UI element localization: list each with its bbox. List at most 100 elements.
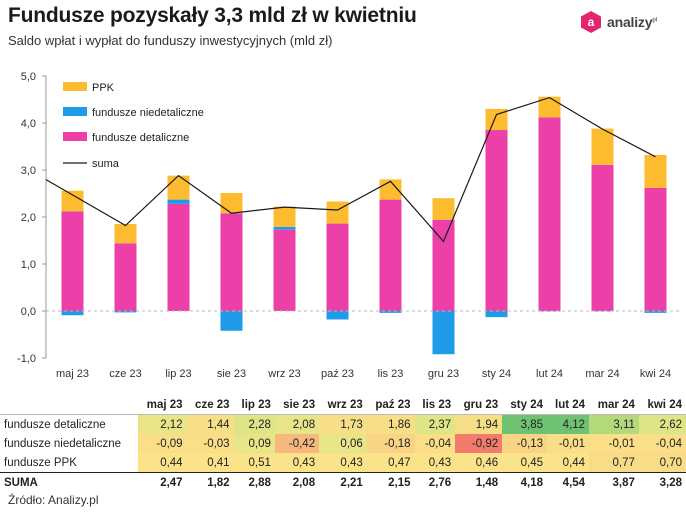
table-header-row: maj 23 cze 23 lip 23 sie 23 wrz 23 paź 23 lis … <box>0 395 686 415</box>
bar-detaliczne <box>167 203 190 311</box>
table-cell: 0,43 <box>319 453 367 473</box>
legend-label: PPK <box>92 82 115 94</box>
table-row-label: fundusze detaliczne <box>4 418 106 431</box>
table-row: fundusze detaliczne 2,12 1,44 2,28 2,08 1,73 1… <box>0 414 686 434</box>
y-tick-label: 0,0 <box>21 306 36 318</box>
table-cell: 0,46 <box>455 453 503 473</box>
bar-niedetaliczne <box>326 311 349 320</box>
table-header-cell: lis 23 <box>414 395 456 415</box>
table-cell: 2,15 <box>366 472 415 492</box>
bar-ppk <box>167 175 190 200</box>
x-tick-label: kwi 24 <box>640 368 671 380</box>
bar-niedetaliczne <box>538 311 561 312</box>
x-tick-label: lip 23 <box>165 368 191 380</box>
legend-swatch <box>63 82 87 91</box>
x-axis: maj 23 cze 23 lip 23 sie 23 wrz 23 paź 23 lis … <box>56 368 671 380</box>
sum-line-layer <box>45 96 656 243</box>
table-cell: 3,87 <box>589 472 639 492</box>
table-cell: 0,06 <box>319 434 367 453</box>
table-cell: -0,13 <box>502 434 548 453</box>
table-cell: 0,44 <box>138 453 187 473</box>
table-cell: -0,18 <box>366 434 415 453</box>
bar-detaliczne <box>538 117 561 311</box>
table-cell: 0,43 <box>274 453 320 473</box>
table-header-cell: lut 24 <box>547 395 590 415</box>
x-tick-label: sie 23 <box>217 368 246 380</box>
table-cell: -0,01 <box>547 434 590 453</box>
data-table: maj 23 cze 23 lip 23 sie 23 wrz 23 paź 23 lis … <box>0 395 686 492</box>
bar-ppk <box>538 96 561 118</box>
x-tick-label: cze 23 <box>109 368 141 380</box>
y-axis: -1,0 0,0 1,0 2,0 3,0 4,0 5,0 <box>17 71 47 365</box>
table-cell: 1,82 <box>186 472 234 492</box>
table-cell: -0,01 <box>589 434 639 453</box>
table-cell: -0,04 <box>638 434 686 453</box>
table-cell: -0,03 <box>186 434 234 453</box>
sum-line <box>45 96 656 243</box>
table-cell: 0,47 <box>366 453 415 473</box>
table-cell: 1,86 <box>366 414 415 434</box>
y-tick-label: 2,0 <box>21 212 36 224</box>
table-cell: 2,37 <box>414 414 456 434</box>
bar-niedetaliczne <box>644 311 667 313</box>
logo-text: analizypl <box>607 14 658 30</box>
bar-ppk <box>485 108 508 131</box>
table-cell: 2,28 <box>233 414 275 434</box>
table-cell: 2,08 <box>274 414 320 434</box>
legend-swatch <box>63 132 87 141</box>
table-cell: -0,92 <box>455 434 503 453</box>
bar-detaliczne <box>220 213 243 311</box>
legend-label: fundusze niedetaliczne <box>92 107 204 119</box>
table-cell: 2,12 <box>138 414 187 434</box>
bar-detaliczne <box>379 199 402 311</box>
table-cell: 2,08 <box>274 472 320 492</box>
y-tick-label: 4,0 <box>21 118 36 130</box>
bar-ppk <box>220 193 243 214</box>
table-cell: 0,43 <box>414 453 456 473</box>
table-row-label: SUMA <box>0 472 139 492</box>
table-header-cell: maj 23 <box>138 395 187 415</box>
table-cell: 2,76 <box>414 472 456 492</box>
x-tick-label: maj 23 <box>56 368 89 380</box>
table-header-cell: kwi 24 <box>638 395 686 415</box>
table-cell: 4,54 <box>547 472 590 492</box>
table-cell: 0,77 <box>589 453 639 473</box>
x-tick-label: lis 23 <box>378 368 404 380</box>
table-cell: 2,21 <box>319 472 367 492</box>
table-cell: 1,73 <box>319 414 367 434</box>
table-cell: 0,51 <box>233 453 275 473</box>
legend-label: suma <box>92 158 120 170</box>
table-row: SUMA 2,47 1,82 2,88 2,08 2,21 2,15 2,76 1,48 4,18… <box>0 472 686 492</box>
table-header-cell: gru 23 <box>455 395 503 415</box>
table-header-cell: sie 23 <box>274 395 320 415</box>
bar-niedetaliczne <box>220 311 243 331</box>
table-cell: 4,18 <box>502 472 548 492</box>
x-tick-label: mar 24 <box>585 368 619 380</box>
bar-ppk <box>326 201 349 224</box>
table-header-cell: sty 24 <box>502 395 548 415</box>
x-tick-label: lut 24 <box>536 368 563 380</box>
bar-ppk <box>591 128 614 165</box>
table-row-label: fundusze niedetaliczne <box>4 437 121 450</box>
table-cell: -0,09 <box>138 434 187 453</box>
svg-text:a: a <box>588 15 595 29</box>
y-tick-label: -1,0 <box>17 353 36 365</box>
table-corner-cell <box>0 395 139 415</box>
table-cell: 2,62 <box>638 414 686 434</box>
table-header-cell: cze 23 <box>186 395 234 415</box>
bar-niedetaliczne <box>591 311 614 312</box>
stacked-bar-chart: -1,0 0,0 1,0 2,0 3,0 4,0 5,0 maj 23 cze 23 lip 2… <box>17 71 682 380</box>
bar-niedetaliczne <box>432 311 455 355</box>
table-cell: -0,42 <box>274 434 320 453</box>
bar-ppk <box>61 190 84 212</box>
bar-detaliczne <box>432 219 455 311</box>
bar-detaliczne <box>591 164 614 311</box>
bar-ppk <box>644 154 667 188</box>
table-cell: 2,88 <box>233 472 275 492</box>
x-tick-label: sty 24 <box>482 368 511 380</box>
bar-detaliczne <box>326 223 349 311</box>
table-cell: -0,04 <box>414 434 456 453</box>
analizy-logo: a analizypl <box>580 9 657 35</box>
y-tick-label: 1,0 <box>21 259 36 271</box>
table-cell: 3,28 <box>638 472 686 492</box>
